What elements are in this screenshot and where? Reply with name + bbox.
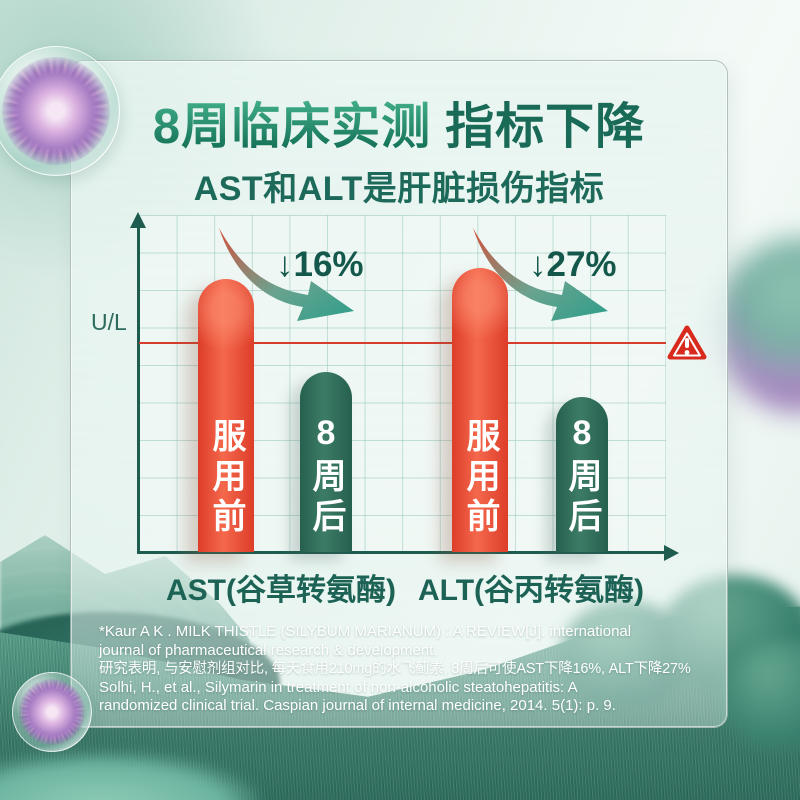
- thistle-bubble-top-left: [0, 46, 120, 176]
- bar-ast-after: 8周后: [300, 372, 352, 552]
- percent-drop-alt: ↓27%: [529, 245, 617, 284]
- decrease-arrow-icon: [219, 228, 354, 321]
- category-label-alt: ALT(谷丙转氨酶): [417, 574, 645, 607]
- footnote: *Kaur A K . MILK THISTLE (SILYBUM MARIAN…: [99, 623, 715, 716]
- percent-drop-ast: ↓16%: [276, 245, 364, 284]
- y-axis-unit-label: U/L: [91, 309, 127, 335]
- footnote-line: *Kaur A K . MILK THISTLE (SILYBUM MARIAN…: [99, 623, 632, 640]
- threshold-line: [139, 342, 666, 344]
- bar-label-before: 服用前: [207, 418, 245, 538]
- infographic-card: 8周临床实测 指标下降 AST和ALT是肝脏损伤指标 U/L 服用前 8周后 服用…: [70, 60, 728, 728]
- x-axis-arrow-icon: [664, 545, 679, 561]
- blurred-thistle-flower: [716, 238, 800, 413]
- footnote-line: journal of pharmaceutical research & dev…: [99, 641, 438, 659]
- footnote-line: Solhi, H., et al., Silymarin in treatmen…: [99, 678, 578, 696]
- bar-alt-after: 8周后: [556, 397, 608, 552]
- thistle-flower-glow: [2, 57, 110, 165]
- warning-icon: [667, 325, 707, 360]
- page-subtitle: AST和ALT是肝脏损伤指标: [193, 170, 605, 208]
- footnote-line: 研究表明, 与安慰剂组对比, 每天食用210mg的水飞蓟素, 8周后可使AST下…: [99, 661, 691, 678]
- bar-label-after: 8周后: [307, 414, 345, 538]
- thistle-flower-glow: [19, 679, 85, 745]
- category-label-ast: AST(谷草转氨酶): [166, 574, 396, 607]
- title-highlight: 8周临床实测: [152, 100, 432, 154]
- decrease-arrow-icon: [473, 228, 608, 321]
- x-axis: [137, 551, 667, 554]
- y-axis-arrow-icon: [130, 212, 146, 228]
- title-rest: 指标下降: [445, 100, 646, 154]
- y-axis: [137, 227, 140, 554]
- bar-alt-before: 服用前: [452, 268, 508, 552]
- thistle-bubble-bottom-left: [12, 672, 92, 752]
- bar-label-after: 8周后: [563, 414, 601, 538]
- bar-ast-before: 服用前: [198, 279, 254, 552]
- water-decoration: [0, 752, 260, 800]
- footnote-line: randomized clinical trial. Caspian journ…: [99, 697, 616, 715]
- page-title: 8周临床实测 指标下降: [71, 87, 727, 158]
- bar-label-before: 服用前: [461, 418, 499, 538]
